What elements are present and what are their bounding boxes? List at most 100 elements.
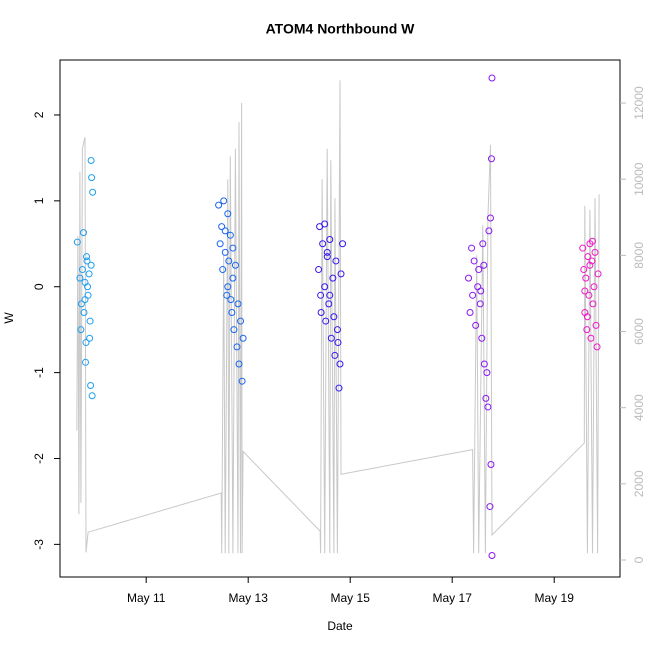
data-point [85,270,93,278]
data-point [477,287,485,295]
data-point [330,313,338,321]
data-point [82,339,90,347]
data-point [317,291,325,299]
data-point [480,360,488,368]
data-point [475,266,483,274]
data-point [73,238,81,246]
data-point [587,334,595,342]
data-point [480,261,488,269]
data-point [332,257,340,265]
data-point [87,156,95,164]
data-point [77,300,85,308]
data-point [219,266,227,274]
data-point [87,381,95,389]
data-point [83,257,91,265]
data-point [579,244,587,252]
data-line [76,80,600,554]
data-point [588,257,596,265]
data-point [486,503,494,511]
data-point [225,257,233,265]
data-point [482,394,490,402]
y-tick-label: 1 [32,197,46,204]
data-point [81,296,89,304]
data-point [476,300,484,308]
data-point [590,283,598,291]
data-point [216,240,224,248]
y2-tick-label: 10000 [632,162,646,196]
data-point [323,248,331,256]
data-point [224,210,232,218]
data-point [237,317,245,325]
data-point [88,174,96,182]
data-point [336,360,344,368]
data-point [337,270,345,278]
y2-tick-label: 12000 [632,86,646,120]
data-point [218,223,226,231]
data-point [583,313,591,321]
y2-tick-label: 4000 [632,394,646,421]
data-point [226,231,234,239]
data-point [83,253,91,261]
data-point [486,214,494,222]
data-point [485,227,493,235]
data-point [487,460,495,468]
data-point [484,403,492,411]
y-tick-label: -1 [32,367,46,378]
data-point [468,244,476,252]
data-point [334,339,342,347]
data-point [234,300,242,308]
data-point [228,308,236,316]
data-point [592,321,600,329]
data-point [321,220,329,228]
data-point [339,240,347,248]
data-point [585,291,593,299]
data-point [215,201,223,209]
data-point [229,274,237,282]
data-point [79,229,87,237]
data-point [227,296,235,304]
data-point [221,227,229,235]
data-point [321,283,329,291]
y2-tick-label: 0 [632,556,646,563]
data-point [580,266,588,274]
data-point [325,300,333,308]
data-point [470,257,478,265]
x-tick-label: May 17 [433,591,473,605]
data-point [230,326,238,334]
y-tick-label: -3 [32,539,46,550]
data-point [593,343,601,351]
data-point [326,235,334,243]
data-point [478,334,486,342]
data-point [483,369,491,377]
data-point [315,266,323,274]
data-point [319,240,327,248]
data-point [221,248,229,256]
x-tick-label: May 11 [127,591,166,605]
data-point [333,326,341,334]
data-point [331,351,339,359]
data-point [584,253,592,261]
data-point [233,343,241,351]
y2-tick-label: 2000 [632,470,646,497]
data-point [469,291,477,299]
data-point [322,317,330,325]
data-point [327,334,335,342]
data-point [76,274,84,282]
data-point [84,283,92,291]
data-point [88,392,96,400]
data-point [488,552,496,560]
data-point [86,317,94,325]
data-point [465,274,473,282]
data-point [87,261,95,269]
data-point [82,358,90,366]
data-point [323,253,331,261]
data-point [488,74,496,82]
data-point [335,384,343,392]
y-tick-label: 2 [32,111,46,118]
data-point [472,321,480,329]
y-tick-label: -2 [32,453,46,464]
data-point [594,270,602,278]
plot-frame [59,59,621,578]
